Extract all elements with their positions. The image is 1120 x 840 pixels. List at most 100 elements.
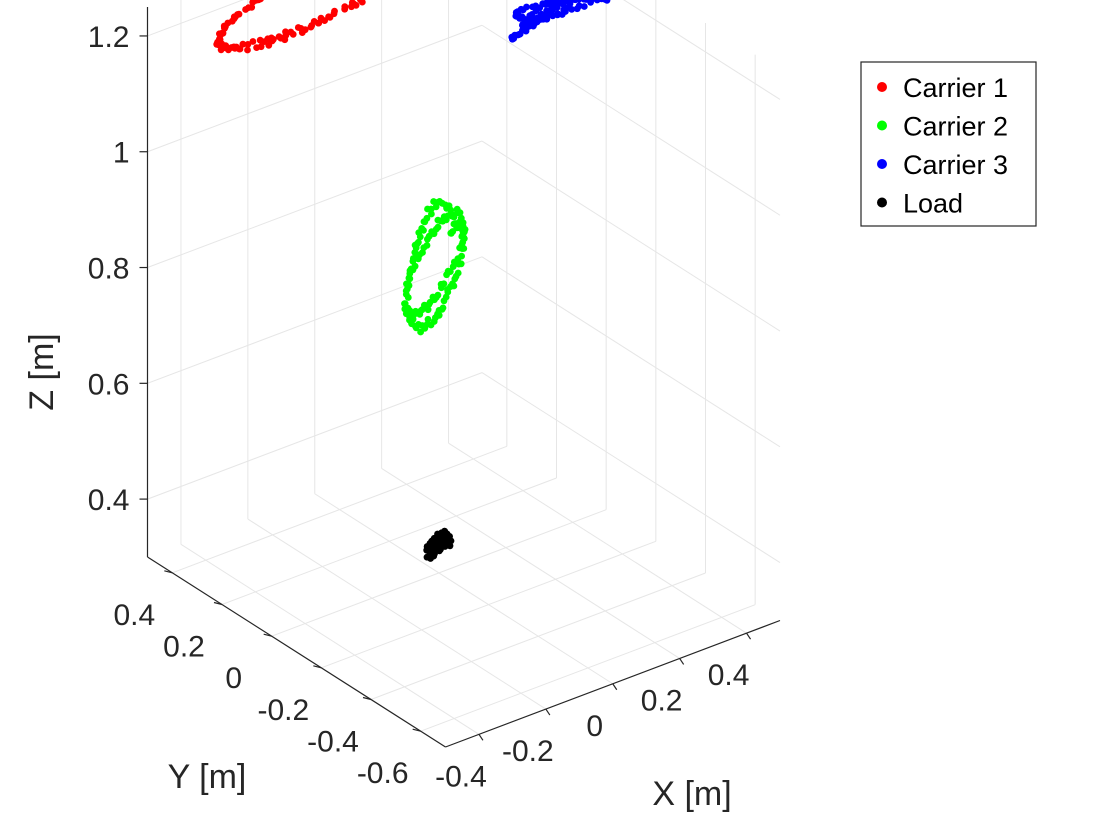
data-point <box>589 0 596 3</box>
data-point <box>450 220 458 228</box>
y-gridline <box>221 477 557 605</box>
data-point <box>580 3 588 10</box>
data-point <box>402 291 410 298</box>
data-point <box>603 0 611 4</box>
y-tick <box>362 696 372 701</box>
series-carrier-1 <box>213 0 366 54</box>
z-tick-label: 0.8 <box>88 253 130 286</box>
data-point <box>575 0 580 1</box>
y-gridline <box>271 509 607 637</box>
x-tick-label: 0.2 <box>641 684 683 717</box>
data-point <box>424 235 431 243</box>
series-carrier-3 <box>508 0 611 43</box>
data-point <box>222 44 229 52</box>
data-point <box>434 291 442 299</box>
z-gridline <box>147 0 244 37</box>
data-point <box>257 43 265 51</box>
data-point <box>415 229 423 237</box>
data-point <box>403 280 410 288</box>
z-axis-label: Z [m] <box>23 333 61 410</box>
data-point <box>441 543 449 550</box>
data-point <box>424 306 432 314</box>
data-point <box>434 216 442 224</box>
data-point <box>297 25 305 32</box>
y-gridline <box>172 445 508 574</box>
x-gridline <box>381 468 680 659</box>
legend-label: Carrier 1 <box>903 73 1008 103</box>
data-point <box>310 18 318 25</box>
data-point <box>424 205 431 213</box>
x-tick <box>545 708 551 716</box>
data-point <box>439 304 447 312</box>
z-gridline <box>147 24 483 153</box>
legend-marker <box>877 120 887 131</box>
x-tick <box>746 632 752 640</box>
data-point <box>516 31 523 38</box>
data-point <box>532 2 540 10</box>
z-tick-label: 0.6 <box>88 368 130 401</box>
x-tick <box>679 658 685 665</box>
data-point <box>282 28 289 36</box>
legend-label: Carrier 2 <box>903 112 1008 142</box>
y-tick <box>412 728 421 732</box>
x-gridline <box>314 493 614 685</box>
data-point <box>446 268 454 275</box>
y-axis-label: Y [m] <box>168 758 247 796</box>
data-point <box>447 229 455 237</box>
y-gridline <box>420 604 756 732</box>
data-point <box>539 0 547 8</box>
legend-marker <box>877 197 887 208</box>
data-point <box>568 5 576 13</box>
data-point <box>242 6 250 13</box>
data-point <box>348 0 356 6</box>
data-point <box>435 311 443 319</box>
data-point <box>215 41 223 49</box>
y-tick <box>313 665 322 669</box>
data-point <box>548 11 556 19</box>
y-tick <box>263 633 272 637</box>
x-tick-label: 0.4 <box>708 659 750 692</box>
z-tick-label: 1 <box>113 137 130 170</box>
data-point <box>553 3 561 11</box>
data-point <box>270 35 277 43</box>
z-gridline <box>623 0 781 100</box>
x-gridline <box>247 518 547 710</box>
data-point <box>221 25 229 32</box>
z-gridline <box>481 256 781 448</box>
data-point <box>523 3 530 11</box>
legend-label: Load <box>903 189 963 219</box>
tick-labels: -0.4-0.200.20.4-0.6-0.4-0.200.20.40.40.6… <box>88 21 750 793</box>
y-tick-label: 0 <box>225 662 242 695</box>
legend-box <box>860 61 1037 227</box>
data-point <box>571 0 579 3</box>
x-tick-label: 0 <box>586 710 603 743</box>
legend-marker <box>877 159 887 169</box>
data-point <box>437 539 444 547</box>
x-axis-label: X [m] <box>652 775 731 813</box>
series-carrier-2 <box>401 198 469 336</box>
data-point <box>554 11 561 19</box>
data-point <box>428 210 435 218</box>
y-tick-label: -0.6 <box>357 757 409 790</box>
z-gridline <box>147 256 483 384</box>
data-point <box>440 280 448 288</box>
data-point <box>239 40 247 48</box>
x-tick <box>478 734 484 741</box>
legend-label: Carrier 3 <box>903 150 1008 180</box>
x-gridline <box>180 543 480 735</box>
data-point <box>341 3 349 11</box>
data-point <box>423 553 431 561</box>
y-gridline <box>370 572 706 700</box>
data-point <box>406 270 414 277</box>
y-tick-label: 0.4 <box>113 599 155 632</box>
data-point <box>233 43 240 51</box>
data-point <box>460 235 468 243</box>
z-gridline <box>147 372 483 500</box>
data-point <box>454 255 462 263</box>
data-point <box>413 253 421 261</box>
data-point <box>275 33 283 41</box>
data-point <box>450 282 458 290</box>
series-load <box>423 527 455 562</box>
z-gridline <box>481 372 781 564</box>
